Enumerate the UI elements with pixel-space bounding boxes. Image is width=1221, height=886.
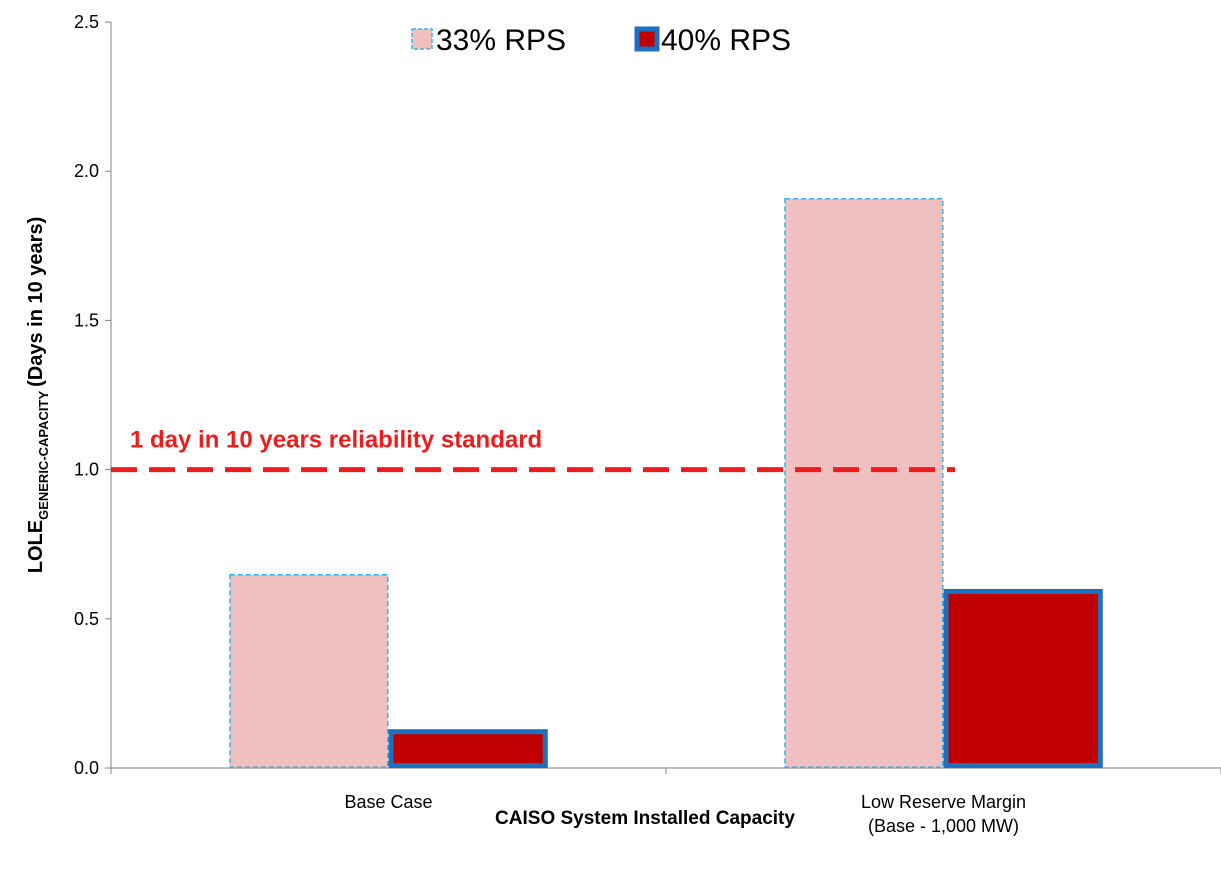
y-tick-label: 0.5 — [74, 609, 99, 629]
legend-item: 40% RPS — [634, 24, 791, 57]
x-tick-label-line: Low Reserve Margin — [861, 792, 1026, 812]
y-tick-label: 1.0 — [74, 460, 99, 480]
y-tick-label: 2.5 — [74, 12, 99, 32]
x-axis-label: CAISO System Installed Capacity — [495, 808, 795, 829]
legend-item: 33% RPS — [411, 24, 566, 57]
bar — [229, 574, 389, 768]
y-label-rest: (Days in 10 years) — [25, 217, 47, 387]
y-tick-label: 2.0 — [74, 161, 99, 181]
legend-label: 33% RPS — [436, 24, 566, 57]
legend-label: 40% RPS — [661, 24, 791, 57]
x-tick-label: Base Case — [344, 792, 432, 812]
bar — [388, 729, 548, 769]
y-axis-label: LOLEGENERIC-CAPACITY (Days in 10 years) — [25, 217, 51, 574]
y-label-main: LOLE — [25, 520, 47, 573]
bar — [943, 588, 1103, 769]
y-label-sub: GENERIC-CAPACITY — [36, 391, 51, 520]
annotation: 1 day in 10 years reliability standard — [130, 427, 542, 454]
y-tick-label: 1.5 — [74, 310, 99, 330]
x-tick-label-line: (Base - 1,000 MW) — [868, 816, 1019, 836]
x-tick-label: Low Reserve Margin (Base - 1,000 MW) — [861, 792, 1026, 836]
legend-swatch — [411, 28, 433, 50]
legend-swatch — [634, 26, 660, 52]
bar — [784, 198, 944, 768]
x-tick-label-line: Base Case — [344, 792, 432, 812]
y-tick-label: 0.0 — [74, 758, 99, 778]
